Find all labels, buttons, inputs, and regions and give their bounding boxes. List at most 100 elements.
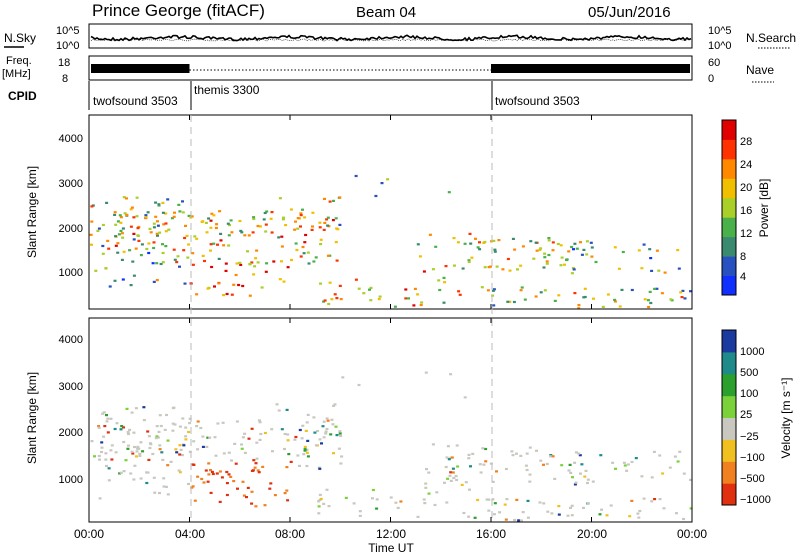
velocity-cell bbox=[109, 417, 113, 420]
power-cell bbox=[655, 287, 659, 290]
power-cell bbox=[122, 196, 126, 199]
power-cell bbox=[506, 257, 510, 261]
power-cell bbox=[125, 197, 128, 200]
power-cell bbox=[327, 302, 331, 306]
velocity-cell bbox=[142, 419, 146, 422]
velocity-cell bbox=[229, 475, 233, 478]
power-cell bbox=[516, 268, 519, 271]
velocity-cell bbox=[122, 440, 126, 444]
power-cell bbox=[653, 287, 657, 290]
power-cell bbox=[648, 290, 652, 293]
power-cell bbox=[643, 298, 647, 301]
beam-title: Beam 04 bbox=[356, 4, 416, 21]
power-cbar-swatch bbox=[722, 158, 736, 179]
velocity-cell bbox=[546, 510, 550, 513]
power-cell bbox=[468, 232, 472, 235]
velocity-cell bbox=[257, 419, 261, 422]
power-cell bbox=[303, 241, 307, 244]
power-cell bbox=[557, 294, 561, 297]
power-cell bbox=[107, 247, 111, 250]
power-cell bbox=[482, 241, 486, 244]
velocity-cell bbox=[303, 449, 307, 452]
velocity-cell bbox=[155, 435, 159, 438]
power-cell bbox=[416, 243, 420, 246]
velocity-cell bbox=[371, 488, 375, 492]
power-cell bbox=[374, 194, 378, 198]
power-cell bbox=[543, 252, 547, 255]
power-cell bbox=[190, 215, 194, 218]
velocity-cell bbox=[473, 516, 477, 519]
power-cell bbox=[470, 256, 474, 259]
power-cell bbox=[113, 279, 117, 282]
power-cell bbox=[689, 290, 692, 293]
velocity-cell bbox=[97, 425, 101, 428]
power-cell bbox=[269, 217, 273, 220]
velocity-cell bbox=[422, 498, 426, 501]
power-cell bbox=[492, 288, 496, 291]
power-cell bbox=[90, 205, 94, 208]
power-cell bbox=[506, 300, 510, 303]
velocity-cell bbox=[524, 464, 528, 467]
power-cell bbox=[132, 274, 136, 277]
power-cell bbox=[377, 298, 381, 301]
velocity-cell bbox=[138, 452, 142, 455]
power-cell bbox=[325, 218, 329, 221]
power-cell bbox=[116, 242, 120, 245]
power-cell bbox=[178, 210, 182, 213]
power-cell bbox=[660, 292, 664, 295]
velocity-cell bbox=[586, 478, 590, 481]
velocity-cell bbox=[110, 458, 114, 461]
velocity-cell bbox=[568, 463, 572, 466]
power-cell bbox=[571, 267, 575, 270]
power-cell bbox=[114, 223, 118, 226]
power-cell bbox=[129, 284, 133, 287]
power-cell bbox=[594, 260, 598, 264]
velocity-cell bbox=[159, 424, 163, 428]
power-cell bbox=[152, 280, 156, 283]
power-cell bbox=[438, 288, 442, 292]
power-cell bbox=[205, 231, 209, 234]
velocity-cell bbox=[464, 481, 468, 484]
velocity-cell bbox=[115, 422, 119, 425]
power-cbar-tick: 8 bbox=[740, 251, 746, 263]
velocity-cell bbox=[166, 439, 170, 442]
power-cell bbox=[452, 237, 456, 240]
velocity-cell bbox=[528, 446, 532, 449]
power-cell bbox=[521, 245, 525, 248]
velocity-cell bbox=[300, 437, 304, 440]
power-cell bbox=[328, 281, 332, 284]
power-cell bbox=[601, 305, 605, 308]
velocity-cell bbox=[337, 447, 341, 450]
power-cell bbox=[290, 258, 293, 262]
velocity-cell bbox=[182, 444, 186, 447]
velocity-cell bbox=[98, 497, 102, 500]
power-cell bbox=[649, 257, 653, 260]
velocity-cell bbox=[322, 420, 326, 423]
velocity-cell bbox=[525, 468, 529, 472]
velocity-cell bbox=[435, 491, 439, 494]
power-cell bbox=[492, 304, 496, 307]
power-cell bbox=[210, 212, 214, 215]
power-cbar-swatch bbox=[722, 178, 736, 199]
velocity-cell bbox=[104, 458, 108, 461]
velocity-cell bbox=[171, 429, 175, 432]
velocity-cell bbox=[498, 511, 502, 514]
velocity-cell bbox=[220, 476, 224, 479]
power-cell bbox=[187, 243, 191, 246]
power-cell bbox=[508, 269, 512, 272]
power-cell bbox=[246, 250, 249, 253]
velocity-cell bbox=[146, 430, 150, 433]
power-cell bbox=[152, 241, 156, 244]
power-cell bbox=[585, 240, 589, 243]
power-cell bbox=[535, 249, 539, 252]
power-cell bbox=[463, 242, 467, 245]
cpid-mode-3: twofsound 3503 bbox=[495, 94, 580, 108]
power-cell bbox=[306, 251, 310, 254]
velocity-cell bbox=[259, 432, 263, 436]
velocity-cell bbox=[240, 443, 243, 446]
power-yticks: 1000 2000 3000 4000 bbox=[59, 133, 83, 279]
velocity-cell bbox=[446, 445, 450, 448]
power-cell bbox=[113, 213, 117, 216]
velocity-cell bbox=[573, 483, 577, 486]
power-cell bbox=[96, 229, 100, 232]
